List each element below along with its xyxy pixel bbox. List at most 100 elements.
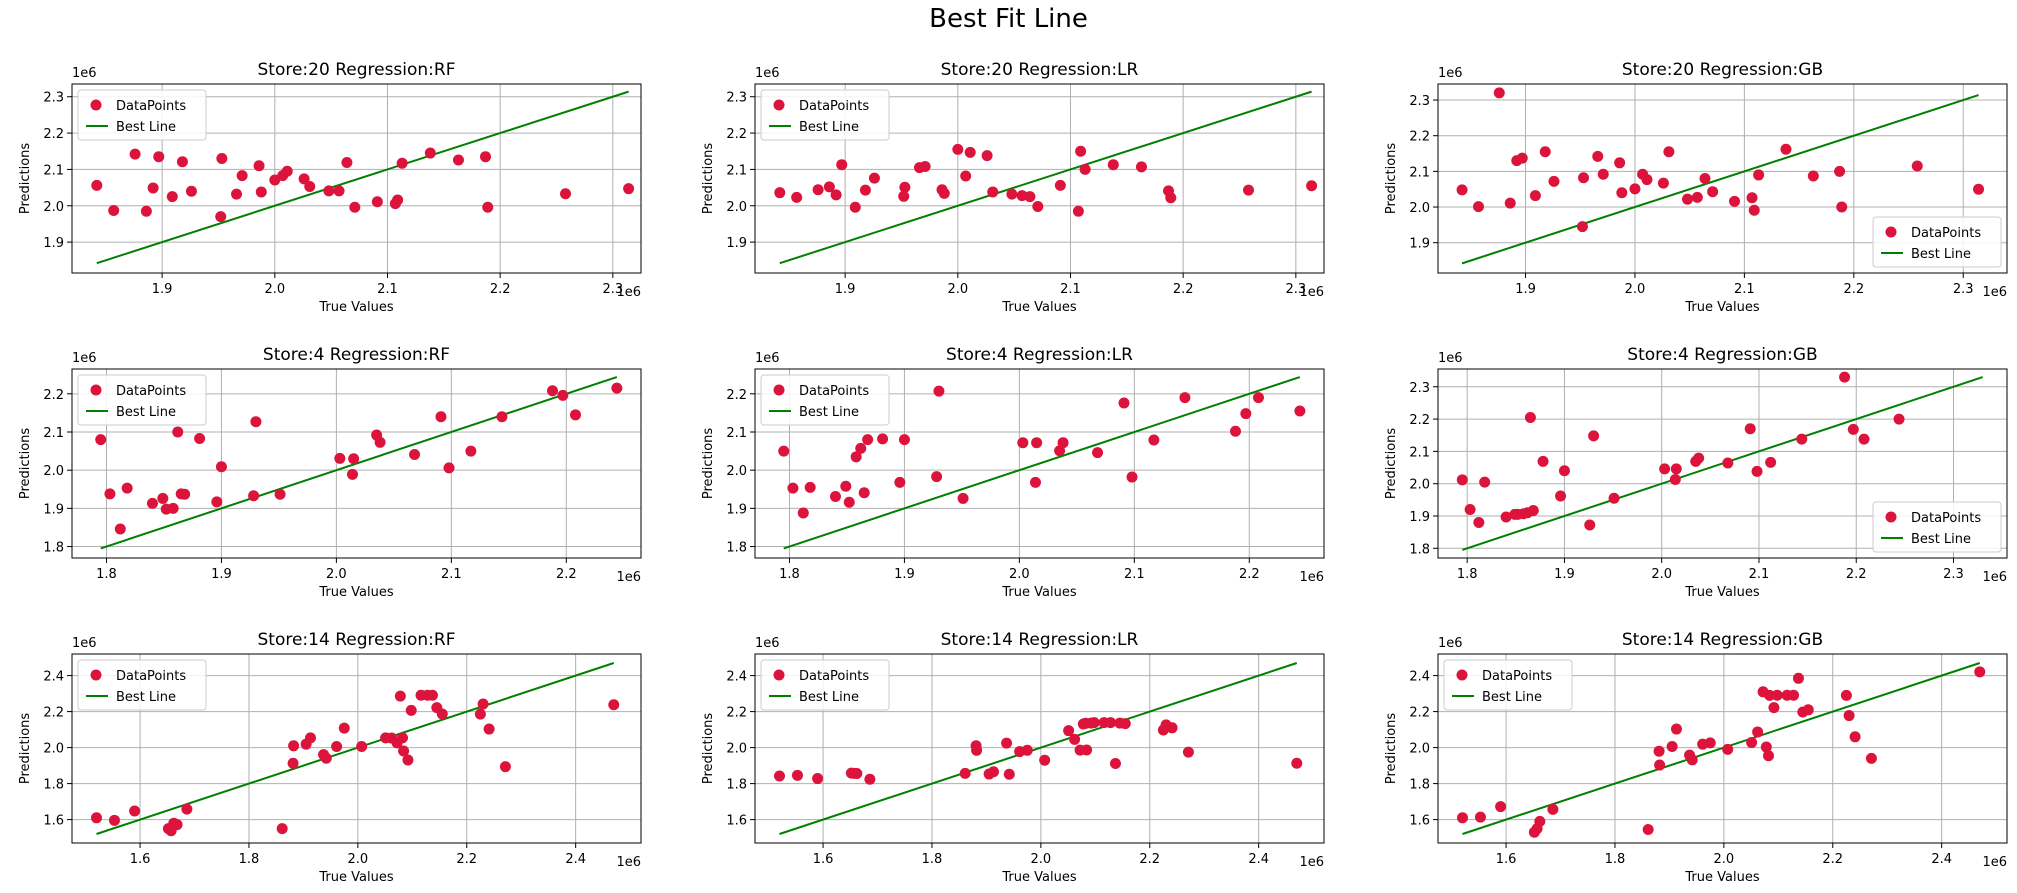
data-point bbox=[850, 451, 862, 463]
data-point bbox=[1252, 392, 1264, 404]
best-fit-line bbox=[783, 376, 1301, 550]
y-tick-label: 2.1 bbox=[726, 426, 747, 441]
data-point bbox=[1500, 511, 1512, 523]
subplot-title: Store:20 Regression:GB bbox=[1622, 60, 1823, 80]
data-point bbox=[236, 170, 248, 182]
legend: DataPoints Best Line bbox=[760, 374, 890, 426]
data-point bbox=[971, 744, 983, 756]
data-point bbox=[987, 766, 999, 778]
y-tick-label: 1.9 bbox=[43, 502, 64, 517]
y-tick-label: 2.3 bbox=[43, 91, 64, 106]
data-point bbox=[1722, 457, 1734, 469]
x-axis-label: True Values bbox=[318, 585, 393, 600]
y-tick-label: 2.4 bbox=[43, 670, 64, 685]
data-point bbox=[1079, 163, 1091, 175]
data-point bbox=[938, 187, 950, 199]
data-point bbox=[1240, 408, 1252, 420]
legend-label-best-line: Best Line bbox=[1482, 690, 1542, 705]
data-point bbox=[898, 434, 910, 446]
y-tick-label: 2.2 bbox=[726, 706, 747, 721]
legend-label-datapoints: DataPoints bbox=[1482, 669, 1552, 684]
data-point bbox=[216, 153, 228, 165]
x-tick-label: 2.1 bbox=[1734, 282, 1755, 297]
data-point bbox=[1753, 169, 1765, 181]
y-tick-label: 2.0 bbox=[726, 464, 747, 479]
data-point bbox=[1243, 184, 1255, 196]
data-point bbox=[1748, 204, 1760, 216]
data-point bbox=[855, 442, 867, 454]
legend-marker-datapoints bbox=[1885, 226, 1897, 238]
y-axis-label: Predictions bbox=[701, 143, 716, 215]
data-point bbox=[1003, 768, 1015, 780]
data-point bbox=[167, 502, 179, 514]
data-point bbox=[397, 732, 409, 744]
x-offset-text: 1e6 bbox=[616, 285, 641, 300]
x-tick-label: 1.8 bbox=[779, 567, 800, 582]
data-point bbox=[1693, 452, 1705, 464]
data-point bbox=[1088, 717, 1100, 729]
data-point bbox=[1764, 689, 1776, 701]
data-point bbox=[1126, 471, 1138, 483]
subplot: 1.8 1.9 2.0 2.1 2.2 2.3 1.8 1.9 2.0 2.1 2.2 2.3 Stor… bbox=[1384, 345, 2008, 600]
y-axis-label: Predictions bbox=[1384, 713, 1399, 785]
data-point bbox=[304, 732, 316, 744]
data-point bbox=[333, 185, 345, 197]
data-point bbox=[281, 165, 293, 177]
legend-label-best-line: Best Line bbox=[116, 690, 176, 705]
data-point bbox=[1081, 744, 1093, 756]
data-point bbox=[862, 434, 874, 446]
data-point bbox=[274, 488, 286, 500]
best-fit-line bbox=[779, 662, 1298, 835]
data-point bbox=[1707, 186, 1719, 198]
best-fit-line bbox=[96, 662, 615, 835]
data-point bbox=[91, 179, 103, 191]
data-point bbox=[482, 201, 494, 213]
data-point bbox=[1524, 411, 1536, 423]
subplot-title: Store:4 Regression:RF bbox=[263, 345, 450, 365]
data-point bbox=[560, 188, 572, 200]
y-tick-label: 2.0 bbox=[1409, 478, 1430, 493]
data-point bbox=[1017, 437, 1029, 449]
axes-frame bbox=[1437, 653, 2008, 844]
x-tick-label: 2.2 bbox=[1139, 852, 1160, 867]
legend: DataPoints Best Line bbox=[760, 89, 890, 141]
data-point bbox=[1548, 175, 1560, 187]
data-point bbox=[1029, 476, 1041, 488]
data-point bbox=[121, 482, 133, 494]
data-point bbox=[1670, 463, 1682, 475]
subplot: 1.6 1.8 2.0 2.2 2.4 1.6 1.8 2.0 2.2 2.4 Store:14 R… bbox=[1384, 630, 2008, 885]
legend-box bbox=[77, 374, 207, 426]
axes-frame bbox=[1437, 83, 2008, 274]
y-axis-label: Predictions bbox=[1384, 428, 1399, 500]
data-point bbox=[981, 150, 993, 162]
data-point bbox=[424, 147, 436, 159]
x-tick-label: 2.2 bbox=[1843, 282, 1864, 297]
data-point bbox=[1670, 723, 1682, 735]
legend-box bbox=[77, 659, 207, 711]
x-tick-label: 2.0 bbox=[1031, 852, 1052, 867]
data-point bbox=[1666, 741, 1678, 753]
data-point bbox=[1780, 143, 1792, 155]
data-point bbox=[1654, 759, 1666, 771]
data-point bbox=[1493, 87, 1505, 99]
x-axis-label: True Values bbox=[1684, 300, 1759, 315]
subplot-title: Store:4 Regression:GB bbox=[1627, 345, 1817, 365]
x-tick-label: 2.1 bbox=[1749, 567, 1770, 582]
legend: DataPoints Best Line bbox=[77, 659, 207, 711]
subplot: 1.8 1.9 2.0 2.1 2.2 1.8 1.9 2.0 2.1 2.2 Store:4 Re… bbox=[701, 345, 1325, 600]
x-tick-label: 2.4 bbox=[1248, 852, 1269, 867]
data-point bbox=[405, 704, 417, 716]
data-point bbox=[465, 445, 477, 457]
legend-label-datapoints: DataPoints bbox=[799, 384, 869, 399]
x-tick-label: 2.0 bbox=[348, 852, 369, 867]
data-point bbox=[1765, 456, 1777, 468]
data-point bbox=[959, 767, 971, 779]
data-point bbox=[480, 151, 492, 163]
x-axis-label: True Values bbox=[1001, 870, 1076, 885]
x-tick-label: 1.8 bbox=[239, 852, 260, 867]
data-point bbox=[623, 183, 635, 195]
data-point bbox=[349, 201, 361, 213]
best-fit-line bbox=[96, 90, 629, 265]
data-point bbox=[255, 186, 267, 198]
y-tick-label: 1.8 bbox=[1409, 778, 1430, 793]
